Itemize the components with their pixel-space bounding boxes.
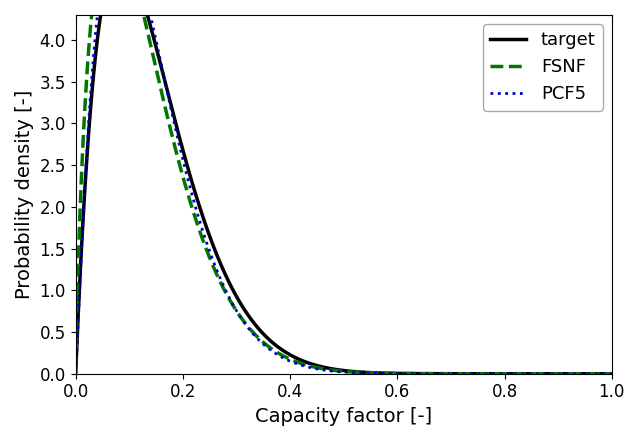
- FSNF: [319, 366, 326, 371]
- FSNF: [72, 366, 79, 371]
- Line: PCF5: PCF5: [76, 0, 612, 374]
- PCF5: [333, 369, 340, 374]
- FSNF: [333, 368, 340, 374]
- FSNF: [593, 371, 600, 376]
- PCF5: [494, 371, 502, 376]
- PCF5: [72, 370, 79, 376]
- PCF5: [593, 371, 600, 376]
- PCF5: [319, 367, 326, 373]
- PCF5: [593, 371, 600, 376]
- target: [319, 364, 326, 370]
- target: [593, 371, 600, 376]
- PCF5: [608, 371, 616, 376]
- FSNF: [608, 371, 616, 376]
- target: [333, 367, 340, 372]
- Y-axis label: Probability density [-]: Probability density [-]: [15, 90, 34, 299]
- target: [593, 371, 600, 376]
- FSNF: [494, 371, 502, 376]
- X-axis label: Capacity factor [-]: Capacity factor [-]: [255, 407, 432, 426]
- target: [494, 371, 502, 376]
- target: [72, 370, 79, 375]
- Line: FSNF: FSNF: [76, 0, 612, 374]
- target: [99, 0, 107, 3]
- Line: target: target: [76, 0, 612, 374]
- FSNF: [593, 371, 600, 376]
- Legend: target, FSNF, PCF5: target, FSNF, PCF5: [483, 24, 603, 111]
- target: [608, 371, 616, 376]
